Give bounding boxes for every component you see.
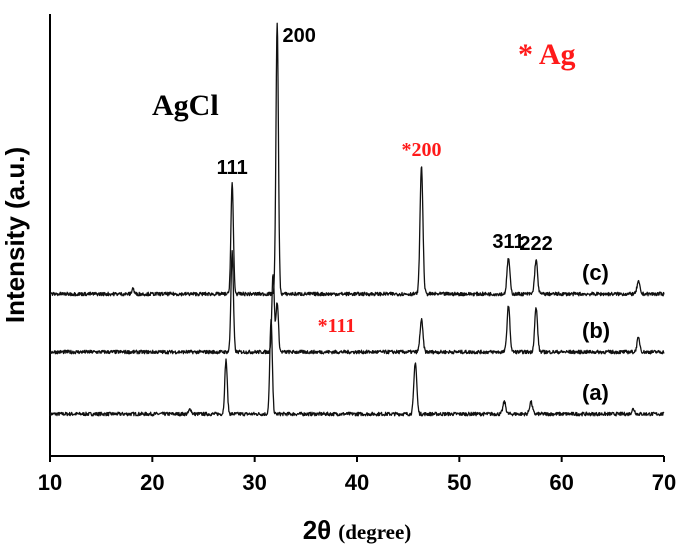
x-axis-title: 2θ (degree) (303, 515, 412, 545)
x-ticks: 10 20 30 40 50 60 70 (38, 456, 676, 495)
xrd-trace-c (49, 22, 665, 297)
plot-frame (49, 14, 664, 457)
peak-label: 200 (282, 25, 315, 47)
x-tick-label: 10 (38, 470, 62, 495)
x-tick-label: 50 (447, 470, 471, 495)
x-tick-label: 60 (549, 470, 573, 495)
x-tick-label: 70 (652, 470, 676, 495)
xrd-trace-b (49, 250, 665, 355)
phase-label-agcl: AgCl (152, 89, 219, 122)
y-axis-title: Intensity (a.u.) (0, 147, 30, 323)
x-tick-label: 20 (140, 470, 164, 495)
legend-ag-marker: * Ag (518, 38, 576, 71)
peak-label: *111 (318, 315, 356, 337)
curve-labels: (a) (b) (c) (582, 260, 610, 405)
curve-label-b: (b) (582, 318, 610, 343)
peak-label: *200 (401, 139, 441, 161)
x-axis-title-unit: (degree) (338, 520, 411, 544)
x-tick-label: 30 (242, 470, 266, 495)
curve-label-a: (a) (582, 380, 609, 405)
xrd-traces (49, 22, 665, 417)
x-axis-title-main: 2θ (303, 515, 332, 545)
xrd-trace-a (49, 318, 665, 417)
curve-label-c: (c) (582, 260, 609, 285)
x-tick-label: 40 (345, 470, 369, 495)
peak-label: 222 (519, 233, 552, 255)
peak-label: 111 (217, 157, 248, 179)
peak-label: 311 (492, 231, 524, 253)
